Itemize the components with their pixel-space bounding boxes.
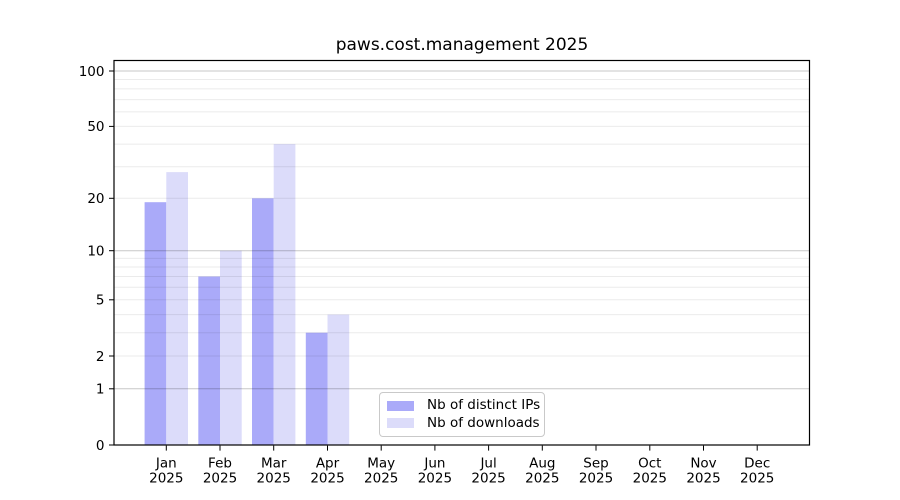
x-tick-label-year: 2025: [418, 471, 452, 487]
x-tick-label-month: Jun: [423, 456, 445, 472]
y-tick-label: 100: [79, 64, 105, 80]
x-tick-label-year: 2025: [257, 471, 291, 487]
bar-downloads: [273, 144, 296, 445]
x-tick-label-year: 2025: [364, 471, 398, 487]
legend-swatch-downloads: [387, 418, 414, 429]
y-tick-label: 0: [96, 438, 105, 454]
legend-label-downloads: Nb of downloads: [427, 414, 540, 431]
bar-downloads: [220, 250, 242, 445]
x-tick-label-year: 2025: [149, 471, 183, 487]
bar-downloads: [327, 314, 350, 445]
x-tick-label-month: May: [367, 456, 395, 472]
y-tick-label: 1: [96, 382, 105, 398]
bar-downloads: [166, 172, 188, 445]
legend-item-distinct-ips: Nb of distinct IPs: [387, 397, 544, 413]
y-tick-label: 50: [87, 119, 104, 135]
x-tick-label-month: Sep: [583, 456, 608, 472]
x-tick-label-year: 2025: [740, 471, 774, 487]
x-tick-label-year: 2025: [633, 471, 667, 487]
x-tick-label-month: Jan: [155, 456, 177, 472]
legend: Nb of distinct IPs Nb of downloads: [379, 392, 545, 437]
x-tick-label-month: Aug: [529, 456, 555, 472]
x-tick-label-year: 2025: [310, 471, 344, 487]
x-tick-label-month: Oct: [638, 456, 661, 472]
chart-title: paws.cost.management 2025: [335, 35, 589, 55]
y-tick-label: 10: [87, 244, 104, 260]
legend-label-distinct-ips: Nb of distinct IPs: [427, 397, 541, 413]
bar-distinct-ips: [144, 202, 167, 445]
x-tick-label-year: 2025: [525, 471, 559, 487]
x-tick-label-month: Jul: [479, 456, 496, 472]
x-tick-label-month: Nov: [690, 456, 716, 472]
x-tick-label-year: 2025: [471, 471, 505, 487]
x-tick-label-month: Feb: [208, 456, 232, 472]
legend-swatch-distinct-ips: [387, 400, 414, 411]
y-tick-label: 5: [96, 293, 105, 309]
y-tick-label: 20: [87, 191, 104, 207]
x-tick-label-month: Mar: [261, 456, 287, 472]
legend-item-downloads: Nb of downloads: [387, 414, 544, 431]
x-tick-label-year: 2025: [579, 471, 613, 487]
x-tick-label-month: Apr: [316, 456, 340, 472]
x-tick-label-year: 2025: [203, 471, 237, 487]
plot-frame: [113, 59, 811, 446]
y-tick-label: 2: [96, 349, 105, 365]
bar-distinct-ips: [198, 276, 220, 445]
x-tick-label-month: Dec: [744, 456, 770, 472]
x-tick-label-year: 2025: [686, 471, 720, 487]
bar-distinct-ips: [252, 198, 274, 445]
bar-distinct-ips: [305, 332, 328, 445]
